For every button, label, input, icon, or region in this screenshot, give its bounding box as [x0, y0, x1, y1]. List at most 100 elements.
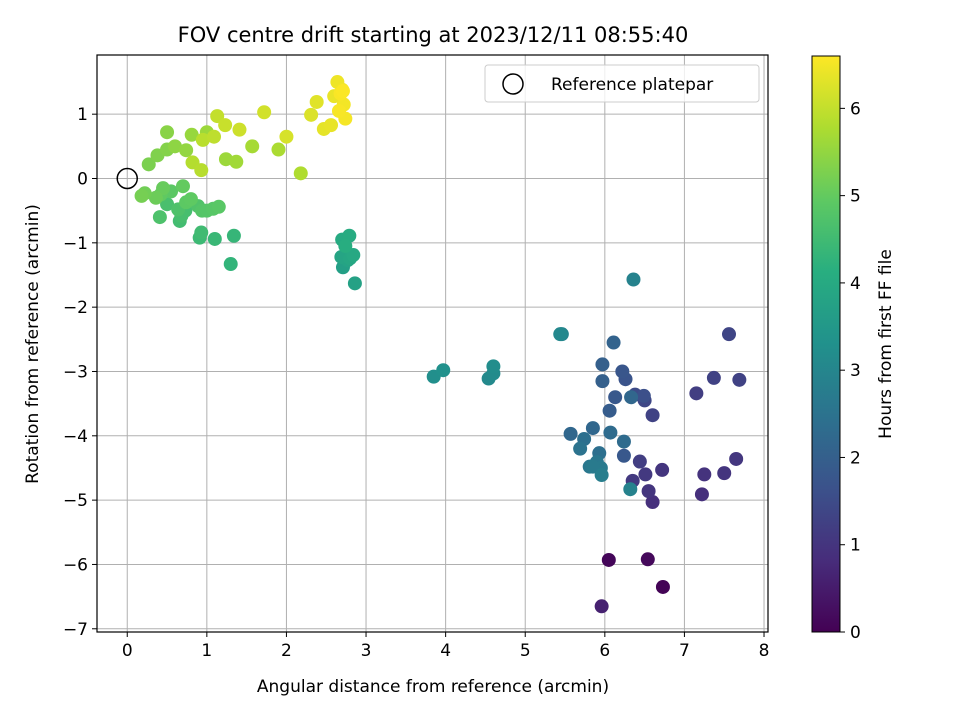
y-tick-label: 0	[77, 170, 88, 190]
data-point	[626, 272, 641, 287]
colorbar-tick-label: 4	[850, 274, 861, 294]
data-point	[309, 94, 324, 109]
data-point	[324, 118, 339, 133]
x-tick-label: 0	[122, 641, 133, 661]
colorbar-tick-label: 0	[850, 623, 861, 643]
x-tick-label: 1	[201, 641, 212, 661]
data-point	[655, 462, 670, 477]
data-point	[346, 248, 361, 263]
y-tick-label: −4	[63, 427, 88, 447]
data-point	[304, 107, 319, 122]
data-point	[257, 105, 272, 120]
plot-frame	[96, 54, 769, 633]
data-point	[194, 225, 209, 240]
data-point	[706, 370, 721, 385]
legend: Reference platepar	[484, 64, 760, 103]
data-point	[229, 154, 244, 169]
data-point	[732, 372, 747, 387]
data-point	[721, 327, 736, 342]
data-point	[331, 103, 346, 118]
data-point	[573, 441, 588, 456]
data-point	[218, 118, 233, 133]
data-point	[563, 426, 578, 441]
data-point	[271, 142, 286, 157]
y-tick-label: −1	[63, 234, 88, 254]
colorbar-tick-label: 6	[850, 99, 861, 119]
data-point	[645, 495, 660, 510]
x-tick-label: 6	[599, 641, 610, 661]
x-tick-label: 3	[361, 641, 372, 661]
data-point	[168, 139, 183, 154]
colorbar-gradient	[811, 55, 841, 633]
data-points	[134, 75, 747, 614]
colorbar-tick-label: 5	[850, 187, 861, 207]
data-point	[638, 467, 653, 482]
data-point	[347, 276, 362, 291]
data-point	[338, 239, 353, 254]
chart-title: FOV centre drift starting at 2023/12/11 …	[178, 23, 689, 47]
data-point	[594, 468, 609, 483]
data-point	[279, 129, 294, 144]
y-tick-label: −2	[63, 298, 88, 318]
data-point	[232, 122, 247, 137]
data-point	[697, 467, 712, 482]
data-point	[717, 466, 732, 481]
data-point	[156, 181, 171, 196]
data-point	[606, 335, 621, 350]
data-point	[594, 599, 609, 614]
data-point	[601, 552, 616, 567]
data-point	[689, 386, 704, 401]
data-point	[175, 179, 190, 194]
data-point	[245, 139, 260, 154]
data-point	[210, 109, 225, 124]
data-point	[655, 579, 670, 594]
data-point	[148, 190, 163, 205]
data-point	[602, 403, 617, 418]
x-tick-label: 5	[520, 641, 531, 661]
data-point	[160, 125, 175, 140]
data-point	[608, 390, 623, 405]
y-tick-label: −3	[63, 362, 88, 382]
data-point	[615, 364, 630, 379]
data-point	[616, 448, 631, 463]
data-point	[632, 454, 647, 469]
data-point	[640, 552, 655, 567]
x-tick-label: 8	[759, 641, 770, 661]
data-point	[183, 192, 198, 207]
data-point	[645, 408, 660, 423]
data-point	[226, 228, 241, 243]
colorbar-tick-label: 3	[850, 361, 861, 381]
y-tick-label: −5	[63, 491, 88, 511]
y-tick-label: −7	[63, 620, 88, 640]
x-tick-label: 2	[281, 641, 292, 661]
data-point	[641, 484, 656, 499]
reference-platepar-marker	[116, 167, 138, 190]
data-point	[211, 199, 226, 214]
data-point	[141, 157, 156, 172]
colorbar-ticks: 0 1 2 3 4 5 6	[840, 99, 861, 643]
data-point	[616, 434, 631, 449]
data-point	[636, 388, 651, 403]
x-axis-label: Angular distance from reference (arcmin)	[257, 677, 609, 697]
data-point	[436, 363, 451, 378]
data-point	[293, 166, 308, 181]
data-point	[623, 482, 638, 497]
y-tick-label: −6	[63, 555, 88, 575]
data-point	[595, 357, 610, 372]
data-point	[194, 163, 209, 178]
data-point	[585, 421, 600, 436]
data-point	[694, 487, 709, 502]
data-point	[134, 188, 149, 203]
data-point	[624, 390, 639, 405]
data-point	[207, 231, 222, 246]
data-point	[184, 127, 199, 142]
x-tick-label: 4	[440, 641, 451, 661]
x-tick-label: 7	[679, 641, 690, 661]
data-point	[486, 359, 501, 374]
legend-box	[484, 64, 760, 103]
legend-marker-icon	[502, 73, 524, 95]
colorbar: 0 1 2 3 4 5 6 Hours from first FF file	[811, 55, 896, 643]
data-point	[603, 425, 618, 440]
data-point	[553, 327, 568, 342]
